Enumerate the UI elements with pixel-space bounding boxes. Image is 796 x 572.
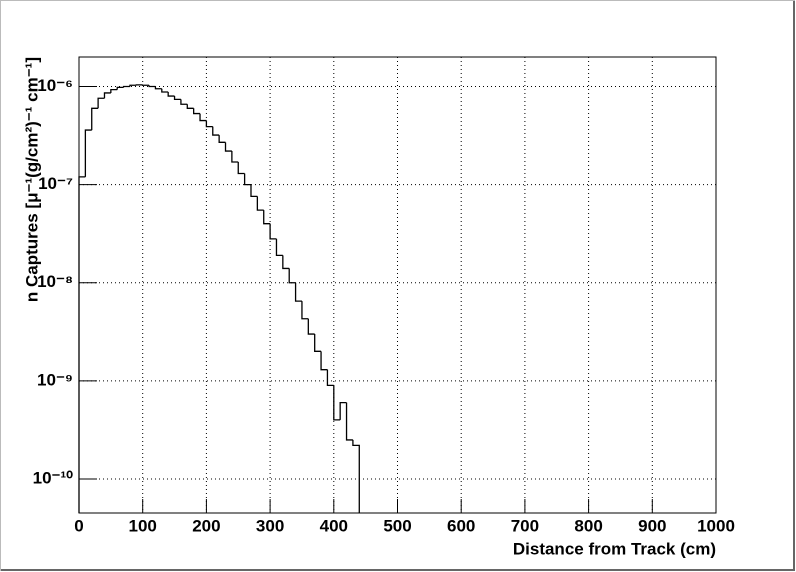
histogram-bin bbox=[212, 126, 220, 136]
histogram-bin bbox=[193, 108, 201, 115]
histogram-bin bbox=[294, 282, 302, 302]
histogram-bin bbox=[84, 129, 92, 177]
y-axis-title: n Captures [μ⁻¹(g/cm²)⁻¹ cm⁻¹] bbox=[22, 57, 41, 302]
y-tick-label: 10⁻⁶ bbox=[37, 76, 73, 95]
histogram-bin bbox=[288, 268, 296, 284]
histogram-bin bbox=[116, 86, 124, 90]
x-tick-label: 200 bbox=[192, 516, 220, 535]
y-tick-label: 10⁻⁹ bbox=[37, 370, 73, 389]
x-tick-label: 300 bbox=[256, 516, 284, 535]
plot-frame bbox=[78, 56, 717, 514]
histogram-bin bbox=[275, 238, 283, 257]
histogram-bin bbox=[256, 196, 264, 211]
y-tick-label: 10⁻¹⁰ bbox=[33, 468, 74, 487]
histogram-bin bbox=[243, 173, 251, 186]
histogram-bin bbox=[224, 142, 232, 152]
histogram-bin bbox=[237, 162, 245, 175]
histogram-bin bbox=[231, 151, 239, 163]
histogram-bin bbox=[218, 135, 226, 143]
histogram-bin bbox=[282, 255, 290, 270]
x-tick-label: 1000 bbox=[697, 516, 735, 535]
histogram-bin bbox=[129, 84, 137, 87]
histogram-bin bbox=[97, 97, 105, 109]
x-tick-label: 500 bbox=[383, 516, 411, 535]
y-tick-label: 10⁻⁸ bbox=[37, 272, 73, 291]
histogram-bin bbox=[103, 92, 111, 99]
histogram-bin bbox=[186, 104, 194, 109]
x-tick-label: 400 bbox=[320, 516, 348, 535]
histogram-bin bbox=[326, 369, 334, 387]
x-tick-label: 0 bbox=[74, 516, 83, 535]
x-tick-label: 800 bbox=[574, 516, 602, 535]
x-tick-label: 700 bbox=[511, 516, 539, 535]
histogram-bin bbox=[307, 318, 315, 335]
histogram-bin bbox=[263, 210, 271, 225]
histogram-bin bbox=[339, 401, 347, 420]
histogram-bin bbox=[199, 113, 207, 122]
histogram-bin bbox=[122, 85, 130, 88]
x-tick-label: 900 bbox=[638, 516, 666, 535]
histogram-bin bbox=[333, 385, 341, 421]
histogram-bin bbox=[314, 334, 322, 352]
histogram-bin bbox=[148, 85, 156, 88]
x-axis-title: Distance from Track (cm) bbox=[513, 539, 716, 558]
histogram-bin bbox=[167, 91, 175, 97]
y-tick-label: 10⁻⁷ bbox=[38, 174, 73, 193]
histogram-bin bbox=[352, 439, 360, 513]
histogram-bin bbox=[154, 86, 162, 90]
histogram-bin bbox=[250, 184, 258, 197]
histogram-bin bbox=[180, 99, 188, 105]
histogram-bin bbox=[205, 120, 213, 128]
histogram-bin bbox=[301, 301, 309, 320]
histogram-bin bbox=[161, 88, 169, 93]
histogram-bin bbox=[345, 402, 353, 441]
histogram-bin bbox=[269, 223, 277, 240]
histogram-bin bbox=[320, 351, 328, 371]
histogram-bin bbox=[91, 107, 99, 131]
x-tick-label: 100 bbox=[129, 516, 157, 535]
x-tick-label: 600 bbox=[447, 516, 475, 535]
histogram-bin bbox=[173, 96, 181, 101]
histogram-bin bbox=[110, 88, 118, 93]
